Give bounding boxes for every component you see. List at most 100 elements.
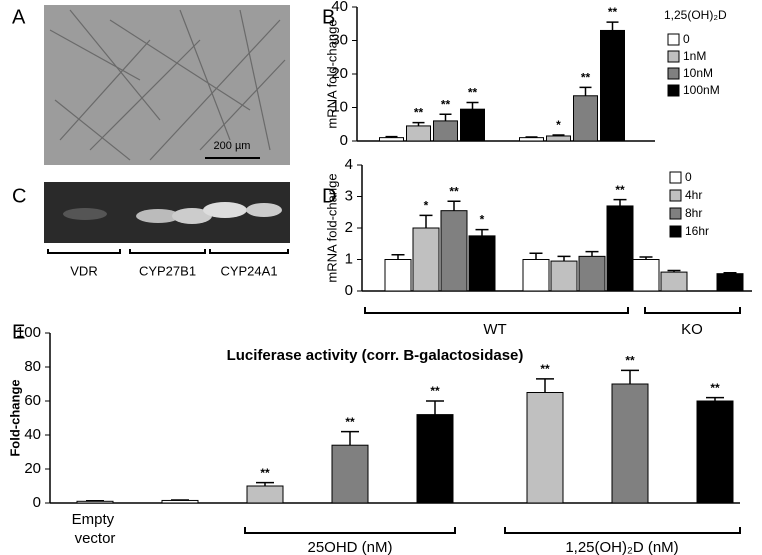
significance: ** [625,354,635,368]
error-bar [341,430,359,446]
legend-label: 10nM [683,66,713,80]
micrograph: 200 µm [44,5,290,165]
bar [632,259,660,292]
error-bar [723,271,737,274]
x-tick-label: Empty vector [72,511,119,547]
panel-label: B [322,6,335,28]
error-bar [667,269,681,273]
bar [331,444,369,504]
legend-label: 1nM [683,49,706,63]
y-tick-label: 20 [331,65,348,82]
gel [44,182,290,243]
lane-label: CYP27B1 [139,263,196,278]
error-bar [86,500,104,502]
error-bar [426,400,444,415]
y-tick-label: 80 [24,358,41,375]
error-bar [621,369,639,384]
panel-label: D [322,185,336,207]
y-tick-label: 1 [345,250,353,267]
legend-title: 1,25(OH)₂D [664,8,727,22]
error-bar [475,228,489,236]
lane-bracket [209,249,289,254]
chart-title: Luciferase activity (corr. B-galactosida… [227,347,524,364]
error-bar [579,86,592,96]
legend-label: 16hr [685,224,709,238]
lane-label: CYP24A1 [220,263,277,278]
legend-label: 100nM [683,83,720,97]
significance: ** [581,71,591,85]
lane-label: VDR [70,263,97,278]
legend-swatch [667,33,680,46]
bar [433,120,458,142]
significance: ** [608,5,618,19]
y-tick-label: 20 [24,460,41,477]
bar [406,125,431,142]
bar [546,135,571,142]
error-bar [391,254,405,260]
lane-bracket [47,249,121,254]
significance: * [556,118,561,132]
error-bar [447,200,461,211]
error-bar [585,250,599,257]
group-bracket [504,527,741,534]
y-tick-label: 60 [24,392,41,409]
error-bar [706,396,724,401]
bar [460,108,485,142]
bar [379,137,404,142]
group-label: 1,25(OH)₂D (nM) [565,539,678,555]
significance: * [480,213,485,227]
error-bar [552,134,565,136]
significance: ** [430,384,440,398]
legend-label: 4hr [685,188,702,202]
significance: * [424,199,429,213]
bar [76,500,114,504]
error-bar [529,252,543,260]
panel-label: A [12,6,26,28]
error-bar [525,136,538,138]
legend-swatch [667,84,680,97]
legend-swatch [669,171,682,184]
y-tick-label: 100 [16,324,41,341]
legend-swatch [669,189,682,202]
legend-label: 0 [685,170,692,184]
group-bracket [244,527,456,534]
y-tick-label: 0 [33,494,41,511]
panel-label: C [12,185,26,207]
significance: ** [345,415,355,429]
bar [573,95,598,142]
group-label: WT [483,321,506,338]
group-bracket [644,307,741,314]
bar [416,414,454,504]
scale-bar-label: 200 µm [214,140,251,152]
bar [468,235,496,292]
legend-swatch [669,207,682,220]
bar [611,383,649,504]
error-bar [256,481,274,486]
bar [716,273,744,292]
legend-swatch [669,225,682,238]
y-tick-label: 2 [345,219,353,236]
error-bar [171,499,189,501]
legend-swatch [667,67,680,80]
bar [440,210,468,292]
y-axis-label: mRNA fold-change [324,173,339,282]
error-bar [639,256,653,260]
y-tick-label: 40 [24,426,41,443]
significance: ** [260,466,270,480]
significance: ** [468,86,478,100]
group-label: KO [681,321,703,338]
significance: ** [710,381,720,395]
error-bar [466,101,479,110]
significance: ** [441,97,451,111]
y-tick-label: 10 [331,98,348,115]
y-axis-label: Fold-change [7,379,22,456]
group-bracket [364,307,629,314]
bar [246,485,284,504]
bar [526,392,564,504]
significance: ** [540,362,550,376]
error-bar [606,21,619,31]
legend-swatch [667,50,680,63]
significance: ** [414,106,424,120]
bar [578,255,606,292]
